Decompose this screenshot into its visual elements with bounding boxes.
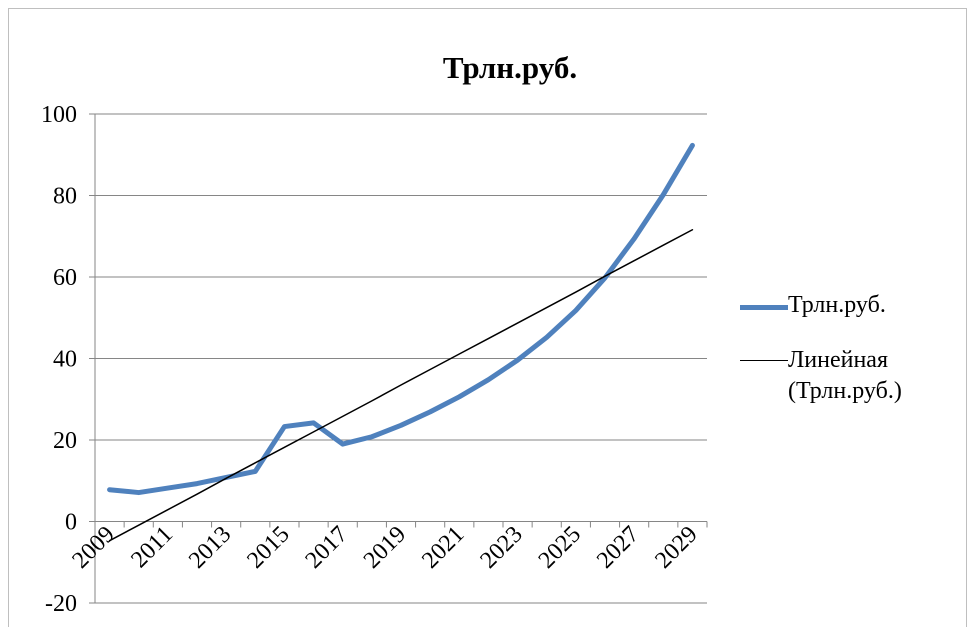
data-line: [107, 142, 695, 496]
y-tick-label: 100: [41, 102, 77, 128]
y-tick-label: 20: [53, 428, 77, 454]
chart-title: Трлн.руб.: [443, 50, 577, 85]
x-tick-label: 2027: [592, 521, 644, 573]
x-tick-label: 2025: [534, 521, 586, 573]
x-tick-label: 2019: [359, 521, 411, 573]
trend-line: [108, 228, 694, 542]
x-tick-label: 2017: [301, 521, 353, 573]
legend-label: Трлн.руб.: [788, 292, 886, 318]
legend-item: Трлн.руб.: [740, 290, 970, 321]
y-tick-label: 0: [65, 510, 77, 536]
y-tick-label: 80: [53, 184, 77, 210]
legend: Трлн.руб. Линейная (Трлн.руб.): [740, 290, 970, 431]
y-tick-label: 60: [53, 265, 77, 291]
legend-key: [740, 290, 788, 321]
x-tick-label: 2029: [650, 521, 702, 573]
x-tick-label: 2023: [475, 521, 527, 573]
y-tick-label: 40: [53, 347, 77, 373]
legend-label: Линейная (Трлн.руб.): [788, 347, 902, 404]
x-tick-label: 2021: [417, 521, 469, 573]
legend-key: [740, 345, 788, 376]
x-tick-label: 2015: [242, 521, 294, 573]
y-tick-label: -20: [45, 591, 77, 617]
legend-swatch: [740, 360, 788, 361]
x-tick-label: 2011: [126, 521, 178, 573]
x-tick-label: 2013: [184, 521, 236, 573]
chart-border: [8, 8, 967, 627]
legend-item: Линейная (Трлн.руб.): [740, 345, 970, 407]
legend-swatch: [740, 305, 788, 310]
